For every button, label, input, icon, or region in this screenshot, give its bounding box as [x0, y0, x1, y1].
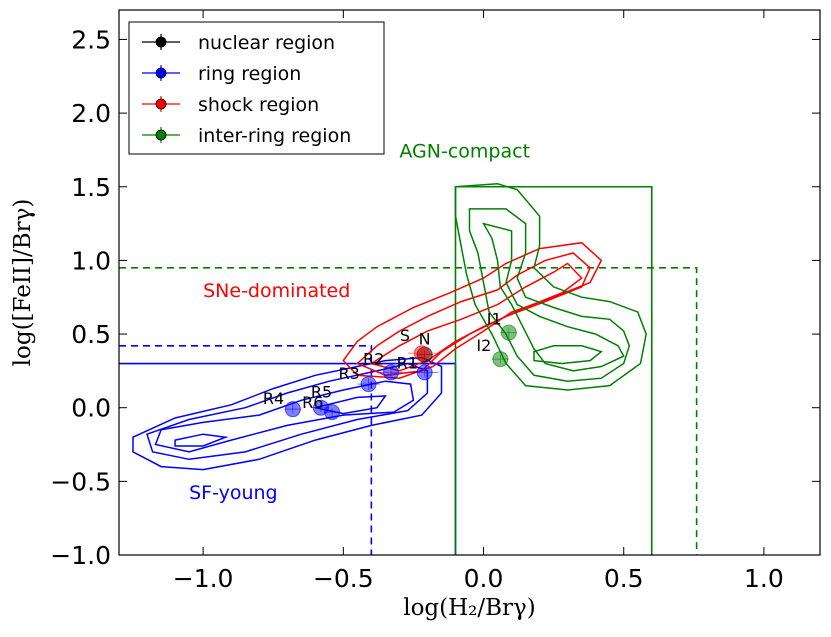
- point-label-r6: R6: [302, 393, 323, 412]
- box-sf-young-dashed: [119, 345, 373, 555]
- y-tick-label: 0.5: [71, 320, 111, 349]
- data-point-i1: I1: [487, 310, 518, 341]
- data-point-i2: I2: [476, 336, 509, 368]
- contour-1: [146, 362, 429, 461]
- point-label-r1: R1: [397, 353, 418, 372]
- marker-R1: [416, 364, 433, 381]
- point-label-s: S: [400, 326, 410, 345]
- contour-11: [533, 345, 603, 365]
- y-tick-label: 1.0: [71, 246, 111, 275]
- point-label-i1: I1: [487, 310, 502, 329]
- contour-9: [468, 208, 631, 382]
- x-tick-label: 0.0: [464, 564, 504, 593]
- marker-R6: [324, 404, 341, 421]
- data-point-r3: R3: [339, 364, 380, 393]
- legend-entry-1: nuclear region: [142, 32, 335, 54]
- data-point-r6: R6: [302, 393, 341, 421]
- point-label-r5: R5: [311, 383, 332, 402]
- point-label-n: N: [419, 330, 431, 349]
- point-label-r3: R3: [339, 364, 360, 383]
- y-tick-label: 2.0: [71, 99, 111, 128]
- x-tick-label: 0.5: [604, 564, 644, 593]
- marker-R4: [284, 401, 301, 418]
- point-label-i2: I2: [476, 336, 491, 355]
- legend: nuclear region ring region shock region int…: [128, 21, 385, 155]
- data-point-s: S: [400, 326, 436, 362]
- y-tick-label: 1.5: [71, 173, 111, 202]
- contour-0: [154, 380, 415, 453]
- y-tick-label: 0.0: [71, 394, 111, 423]
- contour-6: [355, 252, 592, 377]
- marker-R2: [382, 364, 399, 381]
- contour-2: [132, 356, 443, 471]
- x-tick-label: −0.5: [313, 564, 374, 593]
- data-point-r4: R4: [263, 389, 302, 418]
- region-label-sf-young: SF-young: [189, 482, 278, 504]
- contour-10: [454, 183, 647, 391]
- y-tick-label: 2.5: [71, 25, 111, 54]
- contour-8: [481, 222, 625, 372]
- legend-label: ring region: [198, 63, 301, 85]
- region-label-sne-dominated: SNe-dominated: [203, 280, 350, 302]
- marker-I1: [500, 324, 517, 341]
- data-point-r1: R1: [397, 353, 439, 381]
- legend-marker: [155, 98, 167, 110]
- marker-I2: [492, 351, 509, 368]
- point-label-r2: R2: [363, 349, 384, 368]
- legend-marker: [155, 67, 167, 79]
- legend-entry-3: shock region: [142, 94, 319, 116]
- legend-marker: [155, 36, 167, 48]
- axes-frame: [118, 9, 821, 556]
- data-point-r2: R2: [363, 349, 403, 381]
- box-agn-dashed: [119, 266, 698, 555]
- y-tick-label: −1.0: [50, 541, 111, 570]
- contour-7: [342, 241, 603, 379]
- marker-R3: [360, 376, 377, 393]
- point-label-r4: R4: [263, 389, 284, 408]
- legend-entry-4: inter-ring region: [142, 125, 351, 147]
- legend-entry-2: ring region: [142, 63, 301, 85]
- legend-label: nuclear region: [198, 32, 335, 54]
- contour-3: [174, 433, 229, 447]
- x-tick-label: −1.0: [173, 564, 234, 593]
- y-axis-label: log([FeII]/Brγ): [10, 199, 36, 367]
- marker-S: [413, 345, 430, 362]
- legend-label: inter-ring region: [198, 125, 351, 147]
- x-tick-label: 1.0: [744, 564, 784, 593]
- x-axis-label: log(H₂/Brγ): [403, 595, 536, 621]
- legend-label: shock region: [198, 94, 319, 116]
- region-label-agn-compact: AGN-compact: [399, 140, 530, 162]
- y-tick-label: −0.5: [50, 467, 111, 496]
- legend-box: [128, 21, 385, 155]
- legend-marker: [155, 129, 167, 141]
- box-agn-solid: [454, 185, 653, 555]
